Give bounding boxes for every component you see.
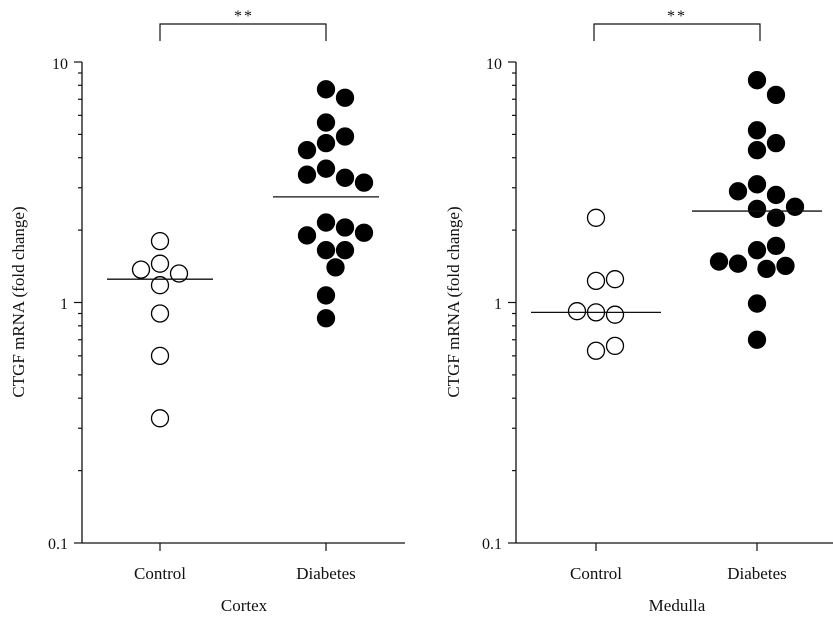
diabetes-point-1: [335, 88, 355, 107]
diabetes-point-10: [766, 208, 786, 227]
y-tick-label-2: 10: [486, 56, 502, 73]
diabetes-point-8: [747, 199, 767, 219]
diabetes-point-12: [297, 226, 317, 245]
x-axis-title: Medulla: [649, 596, 706, 615]
diabetes-point-6: [316, 159, 336, 178]
diabetes-point-10: [316, 213, 336, 232]
diabetes-point-15: [776, 256, 795, 276]
category-label-control: Control: [570, 564, 622, 583]
y-axis-title: CTGF mRNA (fold change): [444, 206, 463, 397]
diabetes-point-14: [316, 241, 336, 260]
diabetes-point-5: [297, 141, 317, 160]
control-point-3: [131, 260, 151, 279]
diabetes-point-0: [747, 71, 767, 90]
diabetes-point-3: [766, 133, 786, 153]
significance-bracket: [159, 23, 327, 41]
diabetes-point-4: [316, 133, 336, 153]
diabetes-point-16: [326, 258, 345, 277]
category-label-diabetes: Diabetes: [727, 564, 786, 583]
diabetes-point-17: [747, 294, 767, 313]
diabetes-point-3: [335, 127, 355, 146]
category-label-control: Control: [134, 564, 186, 583]
diabetes-point-11: [747, 241, 767, 260]
diabetes-point-8: [297, 165, 317, 184]
control-point-7: [605, 336, 625, 356]
diabetes-point-16: [709, 252, 729, 271]
control-point-2: [169, 264, 189, 283]
diabetes-point-9: [354, 173, 374, 192]
diabetes-point-13: [728, 254, 748, 273]
control-point-1: [150, 254, 170, 273]
diabetes-point-2: [316, 113, 336, 132]
control-point-6: [586, 341, 606, 360]
panel-cortex: CTGF mRNA (fold change) Cortex Control D…: [9, 8, 405, 615]
diabetes-point-14: [757, 259, 776, 279]
control-point-7: [150, 409, 170, 428]
diabetes-point-4: [747, 141, 767, 160]
significance-bracket: [593, 23, 761, 41]
y-tick-label-2: 10: [52, 56, 68, 73]
diabetes-point-17: [316, 286, 336, 305]
y-tick-label-0: 0.1: [482, 536, 502, 553]
panel-medulla: CTGF mRNA (fold change) Medulla Control …: [444, 8, 833, 615]
diabetes-point-11: [335, 218, 355, 237]
diabetes-point-18: [316, 309, 336, 328]
significance-label: **: [667, 8, 687, 25]
category-label-diabetes: Diabetes: [296, 564, 355, 583]
control-point-4: [605, 305, 625, 324]
y-axis-title: CTGF mRNA (fold change): [9, 206, 28, 397]
y-tick-label-1: 1: [494, 296, 502, 313]
control-point-5: [567, 302, 587, 321]
y-tick-label-1: 1: [60, 296, 68, 313]
diabetes-point-18: [747, 330, 767, 349]
diabetes-point-7: [728, 182, 748, 201]
control-point-6: [150, 346, 170, 366]
diabetes-point-1: [766, 85, 786, 105]
significance-label: **: [234, 8, 254, 25]
control-point-4: [150, 276, 170, 295]
diabetes-point-12: [766, 236, 786, 256]
diabetes-point-6: [766, 185, 786, 205]
y-tick-label-0: 0.1: [48, 536, 68, 553]
control-point-2: [605, 270, 625, 289]
diabetes-point-13: [354, 223, 374, 242]
diabetes-point-15: [335, 241, 355, 260]
control-point-0: [150, 231, 170, 251]
diabetes-point-2: [747, 121, 767, 140]
control-point-5: [150, 304, 170, 323]
control-point-1: [586, 271, 606, 291]
diabetes-point-0: [316, 80, 336, 99]
diabetes-point-7: [335, 168, 355, 187]
diabetes-point-5: [747, 175, 767, 194]
x-axis-title: Cortex: [221, 596, 268, 615]
control-point-0: [586, 208, 606, 227]
diabetes-point-9: [785, 197, 805, 216]
